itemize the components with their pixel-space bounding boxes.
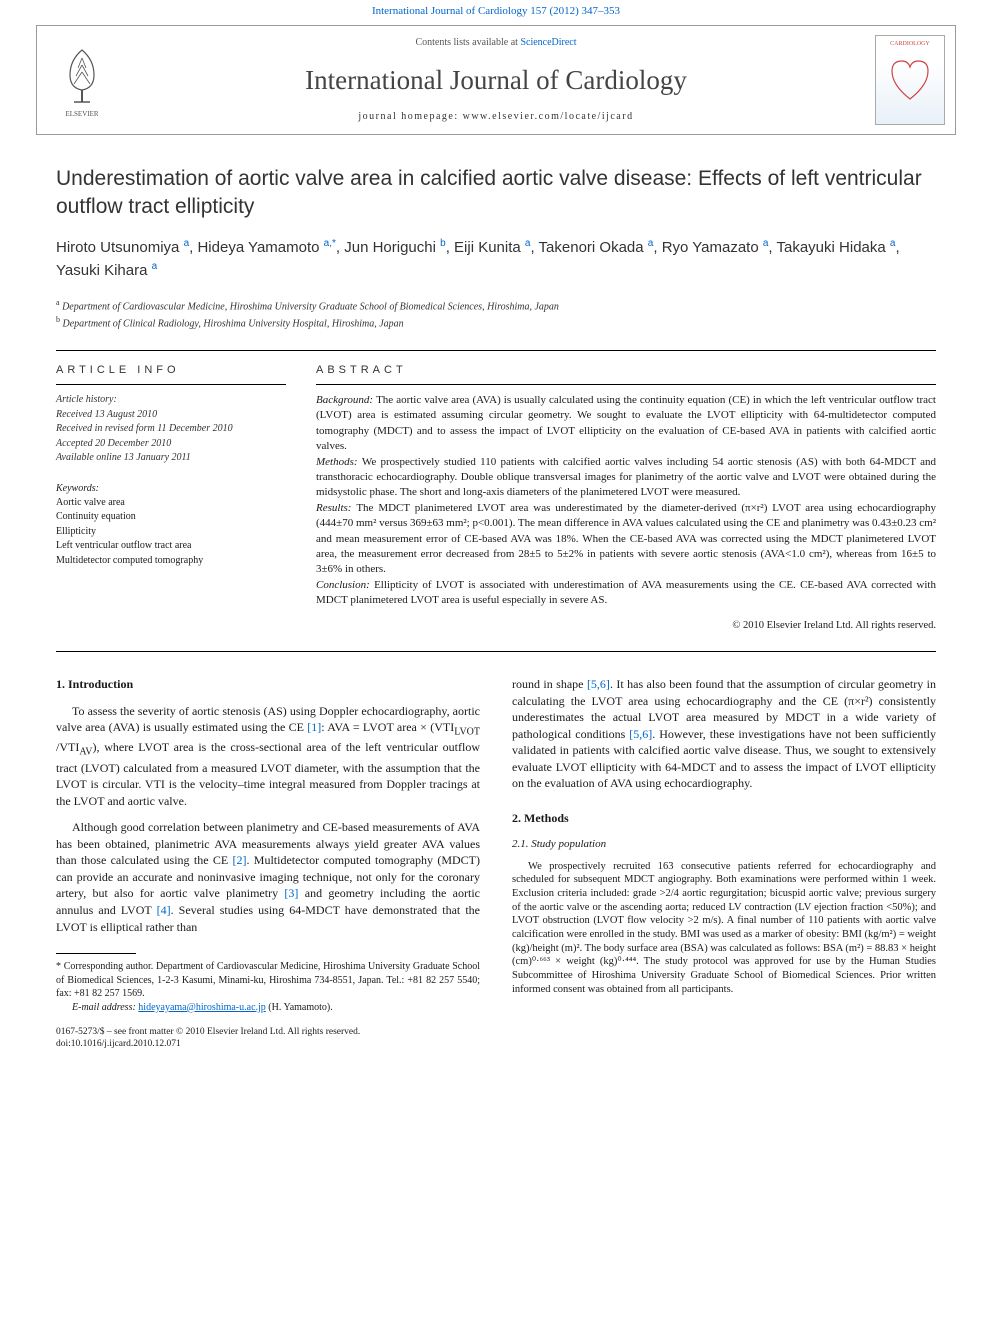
keyword: Aortic valve area (56, 496, 286, 511)
intro-p1: To assess the severity of aortic stenosi… (56, 703, 480, 810)
ref-5-6b[interactable]: [5,6] (629, 727, 652, 741)
intro-heading: 1. Introduction (56, 676, 480, 693)
journal-homepage: journal homepage: www.elsevier.com/locat… (127, 110, 865, 124)
keywords-label: Keywords: (56, 482, 286, 496)
ref-3[interactable]: [3] (284, 886, 298, 900)
affiliation: b Department of Clinical Radiology, Hiro… (56, 314, 936, 331)
methods-heading: 2. Methods (512, 810, 936, 827)
article-info-column: ARTICLE INFO Article history: Received 1… (56, 363, 286, 634)
abstract-text: Background: The aortic valve area (AVA) … (316, 393, 936, 608)
article-title: Underestimation of aortic valve area in … (56, 165, 936, 220)
author: Ryo Yamazato a (662, 239, 769, 256)
right-column: round in shape [5,6]. It has also been f… (512, 676, 936, 1051)
elsevier-tree-icon: ELSEVIER (52, 40, 112, 120)
author: Hiroto Utsunomiya a (56, 239, 189, 256)
keyword: Multidetector computed tomography (56, 554, 286, 569)
front-matter: 0167-5273/$ – see front matter © 2010 El… (56, 1026, 480, 1051)
abstract-heading: ABSTRACT (316, 363, 936, 385)
footnote-rule (56, 953, 136, 954)
ref-5-6a[interactable]: [5,6] (587, 677, 610, 691)
affiliations: a Department of Cardiovascular Medicine,… (56, 297, 936, 332)
keywords-list: Aortic valve areaContinuity equationElli… (56, 496, 286, 569)
author: Jun Horiguchi b (344, 239, 445, 256)
journal-name: International Journal of Cardiology (127, 62, 865, 100)
abstract-copyright: © 2010 Elsevier Ireland Ltd. All rights … (316, 619, 936, 634)
header-center: Contents lists available at ScienceDirec… (127, 26, 865, 134)
rule-above-info (56, 350, 936, 351)
left-column: 1. Introduction To assess the severity o… (56, 676, 480, 1051)
keyword: Continuity equation (56, 510, 286, 525)
rule-below-abstract (56, 651, 936, 652)
author: Hideya Yamamoto a,* (197, 239, 335, 256)
ref-2[interactable]: [2] (232, 853, 246, 867)
ref-1[interactable]: [1] (307, 720, 321, 734)
author: Yasuki Kihara a (56, 262, 157, 279)
elsevier-logo: ELSEVIER (37, 26, 127, 134)
email-link[interactable]: hideyayama@hiroshima-u.ac.jp (138, 1002, 266, 1013)
affiliation: a Department of Cardiovascular Medicine,… (56, 297, 936, 314)
methods-sub1: 2.1. Study population (512, 837, 936, 852)
ref-4[interactable]: [4] (157, 903, 171, 917)
author: Takenori Okada a (539, 239, 654, 256)
abstract-column: ABSTRACT Background: The aortic valve ar… (316, 363, 936, 634)
contents-list-line: Contents lists available at ScienceDirec… (127, 36, 865, 50)
methods-p1: We prospectively recruited 163 consecuti… (512, 860, 936, 996)
corresponding-author: * Corresponding author. Department of Ca… (56, 960, 480, 1001)
author-list: Hiroto Utsunomiya a, Hideya Yamamoto a,*… (56, 236, 936, 283)
body-columns: 1. Introduction To assess the severity o… (56, 676, 936, 1051)
svg-text:ELSEVIER: ELSEVIER (65, 110, 98, 118)
author: Eiji Kunita a (454, 239, 530, 256)
intro-p3: round in shape [5,6]. It has also been f… (512, 676, 936, 792)
article-info-heading: ARTICLE INFO (56, 363, 286, 385)
cover-heart-icon (880, 49, 940, 109)
intro-p2: Although good correlation between planim… (56, 819, 480, 935)
author: Takayuki Hidaka a (777, 239, 896, 256)
keyword: Ellipticity (56, 525, 286, 540)
top-citation: International Journal of Cardiology 157 … (0, 0, 992, 23)
article-history: Article history: Received 13 August 2010… (56, 393, 286, 466)
journal-header: ELSEVIER Contents lists available at Sci… (36, 25, 956, 135)
sciencedirect-link[interactable]: ScienceDirect (520, 37, 576, 48)
journal-cover: CARDIOLOGY (865, 26, 955, 134)
email-line: E-mail address: hideyayama@hiroshima-u.a… (56, 1001, 480, 1015)
keyword: Left ventricular outflow tract area (56, 539, 286, 554)
journal-cover-thumb: CARDIOLOGY (875, 35, 945, 125)
top-citation-link[interactable]: International Journal of Cardiology 157 … (372, 5, 620, 17)
